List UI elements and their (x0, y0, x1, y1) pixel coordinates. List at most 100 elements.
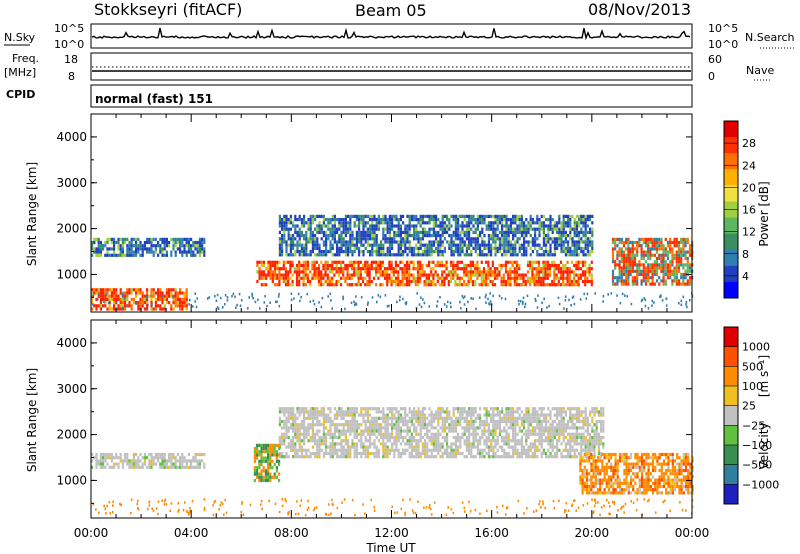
heatmap-cell (434, 283, 437, 287)
heatmap-cell (355, 429, 358, 433)
heatmap-cell (647, 276, 650, 280)
heatmap-cell (285, 218, 288, 222)
heatmap-cell (481, 429, 484, 433)
heatmap-cell (216, 306, 219, 309)
heatmap-cell (439, 442, 442, 446)
heatmap-cell (463, 295, 466, 298)
heatmap-cell (91, 297, 94, 301)
heatmap-cell (307, 240, 310, 244)
heatmap-cell (369, 250, 372, 254)
heatmap-cell (545, 243, 548, 247)
heatmap-cell (260, 276, 263, 280)
heatmap-cell (174, 244, 177, 248)
heatmap-cell (331, 263, 334, 268)
heatmap-cell (333, 273, 336, 277)
heatmap-cell (469, 267, 472, 271)
heatmap-cell (388, 224, 391, 228)
heatmap-cell (675, 266, 678, 270)
heatmap-cell (439, 237, 442, 241)
heatmap-cell (198, 240, 201, 245)
heatmap-cell (318, 423, 321, 427)
heatmap-cell (283, 240, 286, 244)
heatmap-cell (192, 244, 195, 248)
heatmap-cell (194, 452, 197, 457)
heatmap-cell (196, 250, 199, 254)
heatmap-cell (445, 267, 448, 271)
heatmap-cell (441, 419, 444, 424)
heatmap-cell (549, 237, 552, 241)
heatmap-cell (504, 283, 508, 287)
heatmap-cell (629, 240, 632, 245)
heatmap-cell (417, 416, 420, 420)
heatmap-cell (395, 442, 398, 446)
heatmap-cell (653, 247, 656, 251)
heatmap-cell (443, 230, 446, 234)
heatmap-cell (388, 304, 390, 308)
heatmap-cell (437, 407, 440, 411)
heatmap-cell (465, 413, 468, 417)
heatmap-cell (102, 297, 105, 301)
heatmap-cell (337, 260, 340, 264)
heatmap-cell (443, 419, 446, 424)
heatmap-cell (439, 234, 442, 238)
heatmap-cell (342, 218, 345, 222)
heatmap-cell (316, 429, 319, 433)
heatmap-cell (520, 243, 523, 247)
heatmap-cell (551, 429, 554, 433)
heatmap-cell (523, 416, 526, 420)
heatmap-cell (688, 263, 692, 267)
heatmap-cell (427, 276, 431, 280)
heatmap-cell (479, 442, 482, 446)
heatmap-cell (317, 270, 321, 274)
heatmap-cell (426, 246, 429, 250)
heatmap-cell (382, 246, 385, 250)
heatmap-cell (137, 301, 140, 305)
heatmap-cell (644, 244, 648, 248)
heatmap-cell (377, 276, 380, 280)
colorbar-swatch (724, 121, 738, 138)
heatmap-cell (476, 234, 479, 238)
heatmap-cell (285, 407, 288, 411)
heatmap-cell (355, 410, 358, 414)
heatmap-cell (443, 448, 446, 452)
heatmap-cell (277, 295, 280, 298)
heatmap-cell (684, 282, 687, 286)
heatmap-cell (141, 253, 144, 257)
heatmap-cell (458, 267, 461, 271)
heatmap-cell (278, 435, 281, 440)
heatmap-cell (564, 240, 567, 244)
heatmap-cell (412, 279, 415, 284)
heatmap-cell (395, 439, 398, 443)
heatmap-cell (655, 269, 659, 273)
heatmap-cell (405, 270, 409, 274)
heatmap-cell (479, 230, 482, 234)
heatmap-cell (470, 419, 473, 424)
heatmap-cell (366, 445, 369, 449)
heatmap-cell (391, 423, 394, 427)
heatmap-cell (179, 304, 182, 308)
heatmap-cell (104, 288, 107, 292)
heatmap-cell (551, 455, 554, 459)
heatmap-cell (294, 435, 297, 440)
heatmap-cell (417, 410, 420, 414)
cpid-strip (90, 84, 693, 108)
heatmap-cell (443, 451, 446, 456)
heatmap-cell (573, 302, 576, 306)
heatmap-cell (203, 253, 206, 257)
heatmap-cell (386, 227, 389, 231)
heatmap-cell (636, 240, 639, 245)
heatmap-cell (470, 442, 473, 446)
heatmap-cell (494, 445, 497, 449)
heatmap-cell (325, 224, 328, 228)
heatmap-cell (437, 218, 440, 222)
heatmap-cell (627, 253, 630, 257)
heatmap-cell (490, 419, 493, 424)
heatmap-cell (371, 253, 374, 257)
heatmap-cell (176, 240, 179, 245)
heatmap-cell (381, 270, 384, 274)
heatmap-cell (95, 452, 98, 457)
heatmap-cell (313, 273, 316, 277)
heatmap-cell (625, 269, 628, 273)
heatmap-cell (364, 260, 367, 264)
heatmap-cell (536, 413, 539, 417)
